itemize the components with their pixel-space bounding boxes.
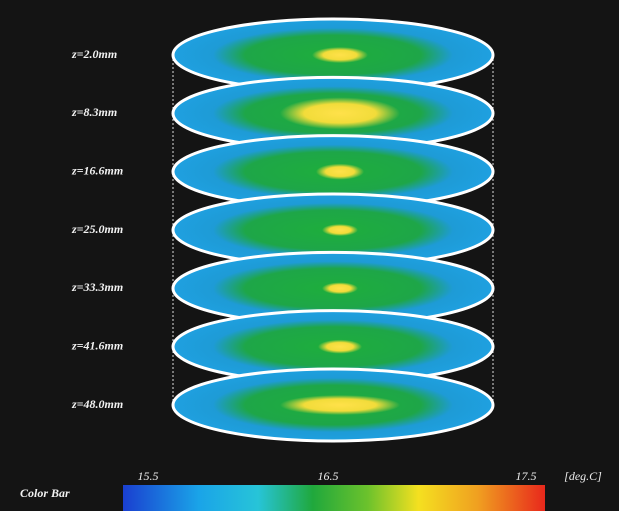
slice-label: z=16.6mm xyxy=(71,163,123,177)
slice-hotspot xyxy=(316,164,364,180)
slice-label: z=48.0mm xyxy=(71,397,123,411)
color-bar-title: Color Bar xyxy=(20,486,70,500)
slice-label: z=25.0mm xyxy=(71,222,123,236)
color-bar-tick: 16.5 xyxy=(318,469,339,483)
slice-hotspot xyxy=(322,224,358,236)
slice-hotspot xyxy=(280,395,400,415)
slice-hotspot xyxy=(318,340,362,354)
color-bar-unit: [deg.C] xyxy=(564,469,602,483)
color-bar-tick: 17.5 xyxy=(516,469,537,483)
slice-hotspot xyxy=(312,47,368,63)
slice-label: z=2.0mm xyxy=(71,47,117,61)
color-bar-tick: 15.5 xyxy=(138,469,159,483)
slice-label: z=41.6mm xyxy=(71,338,123,352)
slice-label: z=8.3mm xyxy=(71,105,117,119)
slice-hotspot xyxy=(280,97,400,129)
figure: z=2.0mm z=8.3mm z=16.6mm z=25.0mm z=33.3mm z=… xyxy=(0,0,619,511)
slice-hotspot xyxy=(322,282,358,294)
slice-label: z=33.3mm xyxy=(71,280,123,294)
color-bar xyxy=(123,485,545,511)
